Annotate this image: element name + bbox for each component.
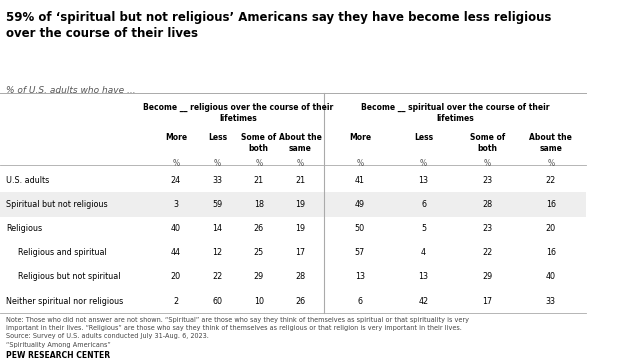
- Text: 3: 3: [173, 200, 179, 209]
- Text: 17: 17: [482, 296, 492, 306]
- FancyBboxPatch shape: [0, 193, 586, 216]
- Text: 4: 4: [421, 248, 426, 257]
- Text: %: %: [297, 159, 304, 168]
- Text: Become __ spiritual over the course of their
lifetimes: Become __ spiritual over the course of t…: [361, 103, 550, 123]
- Text: 44: 44: [171, 248, 181, 257]
- Text: 23: 23: [482, 224, 492, 233]
- Text: Religious but not spiritual: Religious but not spiritual: [17, 273, 120, 281]
- Text: 29: 29: [482, 273, 492, 281]
- Text: 41: 41: [355, 176, 365, 185]
- Text: 10: 10: [254, 296, 264, 306]
- Text: 21: 21: [295, 176, 305, 185]
- Text: 25: 25: [253, 248, 264, 257]
- Text: About the
same: About the same: [279, 133, 322, 153]
- Text: %: %: [172, 159, 179, 168]
- Text: Less: Less: [208, 133, 227, 142]
- Text: 16: 16: [546, 248, 556, 257]
- Text: Some of
both: Some of both: [470, 133, 505, 153]
- Text: 57: 57: [355, 248, 365, 257]
- Text: %: %: [356, 159, 364, 168]
- Text: %: %: [547, 159, 554, 168]
- Text: 22: 22: [212, 273, 223, 281]
- Text: 5: 5: [421, 224, 426, 233]
- Text: %: %: [255, 159, 262, 168]
- Text: 13: 13: [419, 273, 429, 281]
- Text: 60: 60: [212, 296, 222, 306]
- Text: Neither spiritual nor religious: Neither spiritual nor religious: [6, 296, 123, 306]
- Text: Religious: Religious: [6, 224, 42, 233]
- Text: 29: 29: [253, 273, 264, 281]
- Text: 59% of ‘spiritual but not religious’ Americans say they have become less religio: 59% of ‘spiritual but not religious’ Ame…: [6, 11, 551, 40]
- Text: Become __ religious over the course of their
lifetimes: Become __ religious over the course of t…: [143, 103, 333, 123]
- Text: %: %: [214, 159, 221, 168]
- Text: 16: 16: [546, 200, 556, 209]
- Text: 23: 23: [482, 176, 492, 185]
- Text: About the
same: About the same: [529, 133, 572, 153]
- Text: 33: 33: [212, 176, 222, 185]
- Text: U.S. adults: U.S. adults: [6, 176, 49, 185]
- Text: 17: 17: [295, 248, 305, 257]
- Text: 59: 59: [212, 200, 223, 209]
- Text: % of U.S. adults who have ...: % of U.S. adults who have ...: [6, 86, 136, 95]
- Text: 19: 19: [295, 200, 305, 209]
- Text: 26: 26: [295, 296, 305, 306]
- Text: 6: 6: [357, 296, 362, 306]
- Text: 28: 28: [295, 273, 305, 281]
- Text: %: %: [420, 159, 427, 168]
- Text: 40: 40: [171, 224, 181, 233]
- Text: 20: 20: [171, 273, 181, 281]
- Text: %: %: [484, 159, 491, 168]
- Text: More: More: [349, 133, 371, 142]
- Text: 50: 50: [355, 224, 365, 233]
- Text: 14: 14: [212, 224, 222, 233]
- Text: PEW RESEARCH CENTER: PEW RESEARCH CENTER: [6, 351, 110, 360]
- Text: 13: 13: [355, 273, 365, 281]
- Text: 12: 12: [212, 248, 223, 257]
- Text: 22: 22: [482, 248, 492, 257]
- Text: 2: 2: [173, 296, 179, 306]
- Text: 33: 33: [546, 296, 556, 306]
- Text: 42: 42: [419, 296, 429, 306]
- Text: 6: 6: [421, 200, 426, 209]
- Text: 19: 19: [295, 224, 305, 233]
- Text: 13: 13: [419, 176, 429, 185]
- Text: 40: 40: [546, 273, 556, 281]
- Text: Spiritual but not religious: Spiritual but not religious: [6, 200, 108, 209]
- Text: 24: 24: [171, 176, 181, 185]
- Text: Less: Less: [414, 133, 433, 142]
- Text: 28: 28: [482, 200, 492, 209]
- Text: Some of
both: Some of both: [241, 133, 276, 153]
- Text: 22: 22: [546, 176, 556, 185]
- Text: 20: 20: [546, 224, 556, 233]
- Text: 21: 21: [253, 176, 264, 185]
- Text: Religious and spiritual: Religious and spiritual: [17, 248, 106, 257]
- Text: Note: Those who did not answer are not shown. “Spiritual” are those who say they: Note: Those who did not answer are not s…: [6, 317, 469, 348]
- Text: 18: 18: [254, 200, 264, 209]
- Text: 49: 49: [355, 200, 365, 209]
- Text: 26: 26: [253, 224, 264, 233]
- Text: More: More: [165, 133, 187, 142]
